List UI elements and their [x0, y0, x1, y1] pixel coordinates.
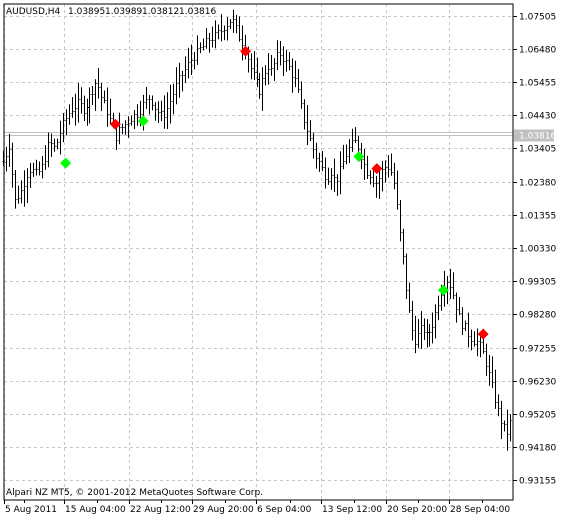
- x-tick-label: 6 Sep 04:00: [257, 505, 312, 515]
- y-tick-label: 1.01355: [519, 212, 556, 222]
- y-tick-label: 0.93155: [519, 477, 556, 487]
- x-tick-label: 28 Sep 04:00: [450, 505, 510, 515]
- sell-signal-marker: [109, 118, 121, 130]
- x-tick-label: 5 Aug 2011: [5, 505, 57, 515]
- buy-signal-marker: [137, 115, 149, 127]
- copyright-text: Alpari NZ MT5, © 2001-2012 MetaQuotes So…: [6, 488, 263, 498]
- current-price-tag: 1.03816: [514, 129, 556, 142]
- x-tick-label: 13 Sep 12:00: [322, 505, 382, 515]
- y-tick-label: 1.07505: [519, 13, 556, 23]
- y-tick-label: 1.05455: [519, 79, 556, 89]
- y-tick-label: 1.03405: [519, 145, 556, 155]
- symbol-label: AUDUSD,H4: [6, 7, 61, 17]
- high-value: 1.03989: [105, 7, 142, 17]
- low-value: 1.03812: [142, 7, 179, 17]
- ohlc-bars: [2, 9, 512, 451]
- sell-signal-marker: [371, 163, 383, 175]
- y-axis: 1.07505 1.06480 1.05455 1.04430 1.03405 1.023…: [513, 13, 556, 487]
- signal-markers: [60, 45, 489, 340]
- y-tick-label: 0.98280: [519, 311, 556, 321]
- x-tick-label: 15 Aug 04:00: [65, 505, 126, 515]
- x-tick-label: 29 Aug 20:00: [193, 505, 254, 515]
- x-tick-label: 20 Sep 20:00: [387, 505, 447, 515]
- y-tick-label: 1.04430: [519, 112, 556, 122]
- sell-signal-marker: [477, 328, 489, 340]
- current-price-line: [4, 132, 513, 136]
- price-tag-background: [514, 129, 554, 142]
- x-axis: 5 Aug 2011 15 Aug 04:00 22 Aug 12:00 29 Aug…: [4, 500, 510, 515]
- plot-frame: [3, 3, 514, 501]
- y-tick-label: 1.06480: [519, 46, 556, 56]
- y-tick-label: 1.00330: [519, 245, 556, 255]
- y-tick-label: 0.97255: [519, 345, 556, 355]
- y-tick-label: 0.94180: [519, 444, 556, 454]
- buy-signal-marker: [60, 157, 72, 169]
- close-value: 1.03816: [179, 7, 216, 17]
- buy-signal-marker: [353, 151, 365, 163]
- y-tick-label: 0.95205: [519, 411, 556, 421]
- y-tick-label: 0.96230: [519, 378, 556, 388]
- open-value: 1.03895: [68, 7, 105, 17]
- price-tag-label: 1.03816: [519, 132, 556, 142]
- y-tick-label: 1.02380: [519, 179, 556, 189]
- y-tick-label: 0.99305: [519, 278, 556, 288]
- buy-signal-marker: [437, 284, 449, 296]
- x-tick-label: 22 Aug 12:00: [130, 505, 191, 515]
- sell-signal-marker: [240, 45, 252, 57]
